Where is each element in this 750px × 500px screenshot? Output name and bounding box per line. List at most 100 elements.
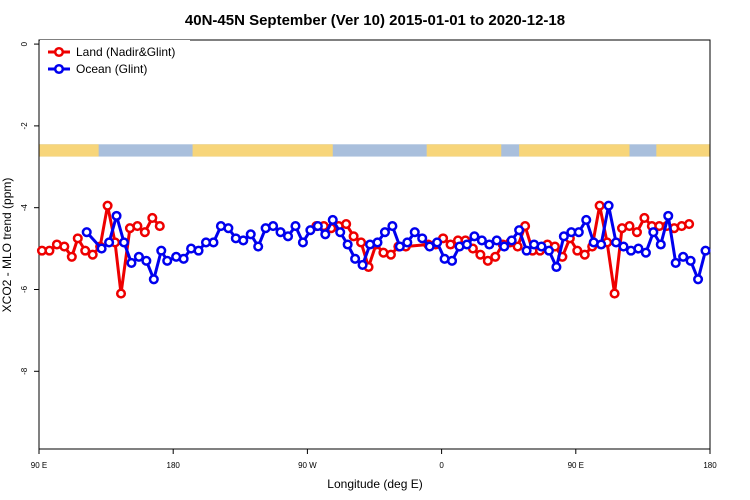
- data-point: [631, 227, 642, 238]
- land-band-segment: [39, 144, 99, 157]
- x-axis-label: Longitude (deg E): [327, 477, 422, 491]
- data-point: [96, 243, 107, 254]
- data-point: [305, 225, 316, 236]
- y-tick-label: -4: [20, 204, 29, 212]
- land-band-segment: [656, 144, 710, 157]
- data-point: [678, 251, 689, 262]
- data-point: [572, 245, 583, 256]
- data-point: [618, 241, 629, 252]
- data-point: [335, 227, 346, 238]
- series-layer: [36, 200, 711, 299]
- data-point: [514, 225, 525, 236]
- data-point: [624, 221, 635, 232]
- data-point: [44, 245, 55, 256]
- data-point: [385, 249, 396, 260]
- data-point: [102, 200, 113, 211]
- data-point: [133, 251, 144, 262]
- data-point: [139, 227, 150, 238]
- data-point: [297, 237, 308, 248]
- data-point: [476, 235, 487, 246]
- x-tick-label: 90 E: [31, 461, 47, 470]
- data-point: [154, 221, 165, 232]
- data-point: [521, 245, 532, 256]
- data-point: [685, 255, 696, 266]
- land-band-segment: [426, 144, 502, 157]
- data-point: [357, 259, 368, 271]
- data-point: [208, 237, 219, 248]
- data-point: [282, 231, 294, 242]
- data-point: [573, 227, 584, 238]
- data-point: [461, 239, 472, 250]
- data-point: [648, 227, 659, 238]
- data-point: [402, 237, 413, 248]
- chart-title: 40N-45N September (Ver 10) 2015-01-01 to…: [185, 12, 565, 29]
- legend-marker-ocean: [53, 63, 65, 75]
- data-point: [594, 200, 605, 211]
- data-point: [81, 227, 92, 238]
- data-point: [700, 245, 711, 256]
- data-point: [372, 237, 383, 248]
- data-point: [475, 249, 486, 260]
- data-point: [551, 261, 562, 273]
- land-band-segment: [519, 144, 630, 157]
- data-point: [312, 221, 323, 232]
- data-point: [327, 214, 338, 226]
- data-point: [342, 239, 353, 250]
- data-point: [499, 241, 510, 252]
- legend: Land (Nadir&Glint) Ocean (Glint): [40, 40, 190, 78]
- land-band-segment: [192, 144, 333, 157]
- data-point: [609, 288, 620, 299]
- data-point: [118, 237, 130, 248]
- legend-marker-land: [53, 46, 65, 58]
- x-tick-label: 0: [439, 461, 444, 470]
- legend-box: [40, 40, 190, 78]
- data-point: [684, 219, 695, 230]
- data-point: [147, 212, 158, 223]
- data-point: [268, 221, 279, 232]
- data-point: [178, 253, 189, 264]
- data-point: [66, 251, 77, 262]
- y-axis-label: XCO2 - MLO trend (ppm): [0, 178, 14, 313]
- x-tick-label: 90 E: [568, 461, 584, 470]
- series-ocean: [81, 200, 711, 285]
- data-point: [356, 237, 367, 248]
- data-point: [162, 255, 173, 266]
- data-point: [693, 274, 704, 285]
- x-tick-label: 180: [167, 461, 181, 470]
- data-point: [379, 227, 390, 238]
- data-point: [469, 231, 480, 242]
- data-point: [445, 239, 456, 250]
- data-point: [238, 235, 249, 246]
- data-point: [141, 255, 152, 266]
- data-point: [394, 241, 405, 252]
- data-point: [482, 255, 493, 266]
- y-axis: 0 -2 -4 -6 -8: [20, 41, 39, 375]
- y-tick-label: -8: [20, 367, 29, 375]
- data-point: [245, 229, 256, 240]
- data-point: [490, 251, 501, 262]
- data-point: [350, 253, 361, 264]
- data-point: [275, 227, 286, 238]
- data-point: [446, 255, 458, 266]
- data-point: [290, 221, 301, 232]
- data-point: [633, 243, 644, 254]
- data-point: [193, 245, 204, 256]
- data-point: [424, 241, 435, 252]
- legend-label-ocean: Ocean (Glint): [76, 62, 147, 76]
- y-tick-label: -2: [20, 122, 29, 130]
- data-point: [596, 239, 607, 250]
- data-point: [506, 235, 517, 246]
- x-axis: 90 E 180 90 W 0 90 E 180: [31, 449, 717, 470]
- data-point: [72, 233, 83, 244]
- surface-band: [39, 144, 710, 157]
- data-point: [223, 223, 234, 234]
- data-point: [640, 247, 651, 258]
- data-point: [341, 219, 352, 230]
- data-point: [655, 239, 666, 250]
- x-tick-label: 90 W: [298, 461, 317, 470]
- data-point: [484, 239, 495, 250]
- data-point: [148, 274, 159, 285]
- data-point: [639, 212, 650, 223]
- data-point: [387, 221, 398, 232]
